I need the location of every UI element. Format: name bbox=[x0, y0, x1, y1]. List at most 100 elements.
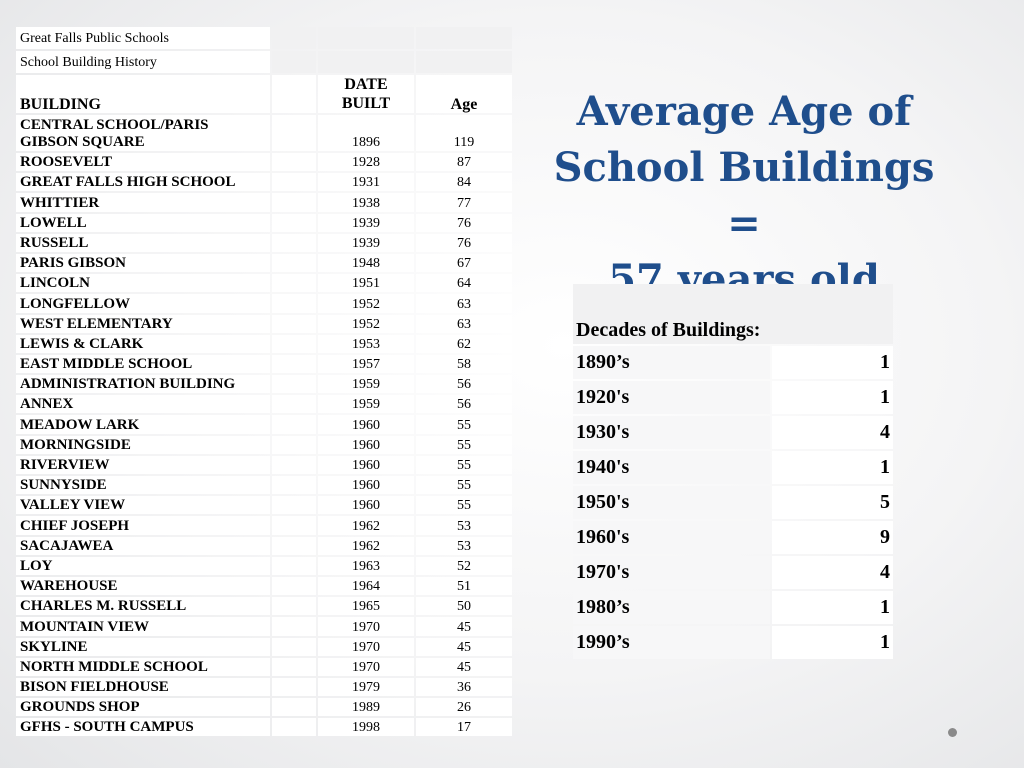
decade-label: 1990’s bbox=[573, 626, 770, 659]
decade-row: 1960's 9 bbox=[573, 521, 893, 554]
slide-dot-decoration bbox=[948, 728, 957, 737]
empty-cell bbox=[272, 657, 316, 676]
empty-cell bbox=[272, 233, 316, 252]
table-row: LINCOLN 1951 64 bbox=[16, 274, 512, 293]
age-cell: 55 bbox=[416, 415, 512, 434]
empty-cell bbox=[272, 435, 316, 454]
empty-cell bbox=[416, 51, 512, 73]
building-name-cell: MOUNTAIN VIEW bbox=[16, 617, 270, 636]
building-name-cell: PARIS GIBSON bbox=[16, 253, 270, 273]
empty-cell bbox=[272, 415, 316, 434]
building-name-cell: GREAT FALLS HIGH SCHOOL bbox=[16, 173, 270, 192]
year-built-cell: 1960 bbox=[318, 476, 414, 495]
decade-label: 1890’s bbox=[573, 346, 770, 379]
age-cell: 50 bbox=[416, 597, 512, 616]
age-cell: 55 bbox=[416, 496, 512, 515]
age-cell: 51 bbox=[416, 576, 512, 596]
decade-row: 1980’s 1 bbox=[573, 591, 893, 624]
age-cell: 67 bbox=[416, 253, 512, 273]
decade-count: 4 bbox=[772, 416, 893, 449]
year-built-cell: 1970 bbox=[318, 637, 414, 656]
table-row: GREAT FALLS HIGH SCHOOL 1931 84 bbox=[16, 173, 512, 192]
building-name-cell: LEWIS & CLARK bbox=[16, 334, 270, 353]
empty-cell bbox=[272, 354, 316, 374]
decade-count: 9 bbox=[772, 521, 893, 554]
building-name-cell: WEST ELEMENTARY bbox=[16, 314, 270, 333]
column-header-row: BUILDING DATE BUILT Age bbox=[16, 75, 512, 113]
year-built-cell: 1965 bbox=[318, 597, 414, 616]
empty-cell bbox=[272, 375, 316, 394]
empty-cell bbox=[272, 51, 316, 73]
building-name-cell: RIVERVIEW bbox=[16, 455, 270, 474]
year-built-cell: 1970 bbox=[318, 617, 414, 636]
empty-cell bbox=[272, 115, 316, 151]
age-cell: 53 bbox=[416, 516, 512, 535]
column-header-age: Age bbox=[416, 75, 512, 113]
building-name-cell: CHARLES M. RUSSELL bbox=[16, 597, 270, 616]
age-cell: 84 bbox=[416, 173, 512, 192]
building-name-cell: CENTRAL SCHOOL/PARIS GIBSON SQUARE bbox=[16, 115, 270, 151]
table-row: NORTH MIDDLE SCHOOL 1970 45 bbox=[16, 657, 512, 676]
table-row: LEWIS & CLARK 1953 62 bbox=[16, 334, 512, 353]
table-row: WAREHOUSE 1964 51 bbox=[16, 576, 512, 596]
empty-cell bbox=[272, 576, 316, 596]
table-subtitle: School Building History bbox=[16, 51, 270, 73]
age-cell: 55 bbox=[416, 476, 512, 495]
age-cell: 17 bbox=[416, 718, 512, 737]
year-built-cell: 1960 bbox=[318, 415, 414, 434]
year-built-cell: 1962 bbox=[318, 536, 414, 555]
building-name-cell: NORTH MIDDLE SCHOOL bbox=[16, 657, 270, 676]
column-header-building: BUILDING bbox=[16, 75, 270, 113]
table-row: BISON FIELDHOUSE 1979 36 bbox=[16, 677, 512, 697]
age-cell: 45 bbox=[416, 617, 512, 636]
age-cell: 62 bbox=[416, 334, 512, 353]
age-cell: 56 bbox=[416, 395, 512, 414]
empty-cell bbox=[272, 637, 316, 656]
table-row: EAST MIDDLE SCHOOL 1957 58 bbox=[16, 354, 512, 374]
year-built-cell: 1939 bbox=[318, 213, 414, 232]
age-cell: 55 bbox=[416, 435, 512, 454]
building-name-cell: WHITTIER bbox=[16, 193, 270, 212]
empty-cell bbox=[272, 536, 316, 555]
age-cell: 53 bbox=[416, 536, 512, 555]
building-name-cell: LONGFELLOW bbox=[16, 294, 270, 313]
building-name-cell: WAREHOUSE bbox=[16, 576, 270, 596]
building-name-cell: LINCOLN bbox=[16, 274, 270, 293]
year-built-cell: 1931 bbox=[318, 173, 414, 192]
empty-cell bbox=[272, 173, 316, 192]
decade-row: 1890’s 1 bbox=[573, 346, 893, 379]
building-name-cell: SUNNYSIDE bbox=[16, 476, 270, 495]
empty-cell bbox=[318, 27, 414, 49]
year-built-cell: 1938 bbox=[318, 193, 414, 212]
age-cell: 63 bbox=[416, 294, 512, 313]
year-built-cell: 1979 bbox=[318, 677, 414, 697]
building-name-cell: VALLEY VIEW bbox=[16, 496, 270, 515]
year-built-cell: 1963 bbox=[318, 556, 414, 575]
column-header-date-built: DATE BUILT bbox=[318, 75, 414, 113]
building-name-cell: ADMINISTRATION BUILDING bbox=[16, 375, 270, 394]
table-title: Great Falls Public Schools bbox=[16, 27, 270, 49]
year-built-cell: 1953 bbox=[318, 334, 414, 353]
building-history-table: Great Falls Public Schools School Buildi… bbox=[14, 25, 514, 738]
building-name-cell: CHIEF JOSEPH bbox=[16, 516, 270, 535]
year-built-cell: 1964 bbox=[318, 576, 414, 596]
table-row: SUNNYSIDE 1960 55 bbox=[16, 476, 512, 495]
age-cell: 26 bbox=[416, 698, 512, 717]
age-cell: 76 bbox=[416, 213, 512, 232]
year-built-cell: 1951 bbox=[318, 274, 414, 293]
age-cell: 76 bbox=[416, 233, 512, 252]
decade-row: 1950's 5 bbox=[573, 486, 893, 519]
building-name-cell: LOY bbox=[16, 556, 270, 575]
age-cell: 45 bbox=[416, 657, 512, 676]
decade-row: 1940's 1 bbox=[573, 451, 893, 484]
year-built-cell: 1896 bbox=[318, 115, 414, 151]
empty-cell bbox=[272, 27, 316, 49]
table-row: CHIEF JOSEPH 1962 53 bbox=[16, 516, 512, 535]
age-cell: 63 bbox=[416, 314, 512, 333]
average-age-heading: Average Age of School Buildings = 57 yea… bbox=[536, 84, 952, 308]
table-row: CENTRAL SCHOOL/PARIS GIBSON SQUARE 1896 11… bbox=[16, 115, 512, 151]
decade-row: 1990’s 1 bbox=[573, 626, 893, 659]
table-row: MEADOW LARK 1960 55 bbox=[16, 415, 512, 434]
decade-row: 1930's 4 bbox=[573, 416, 893, 449]
year-built-cell: 1998 bbox=[318, 718, 414, 737]
